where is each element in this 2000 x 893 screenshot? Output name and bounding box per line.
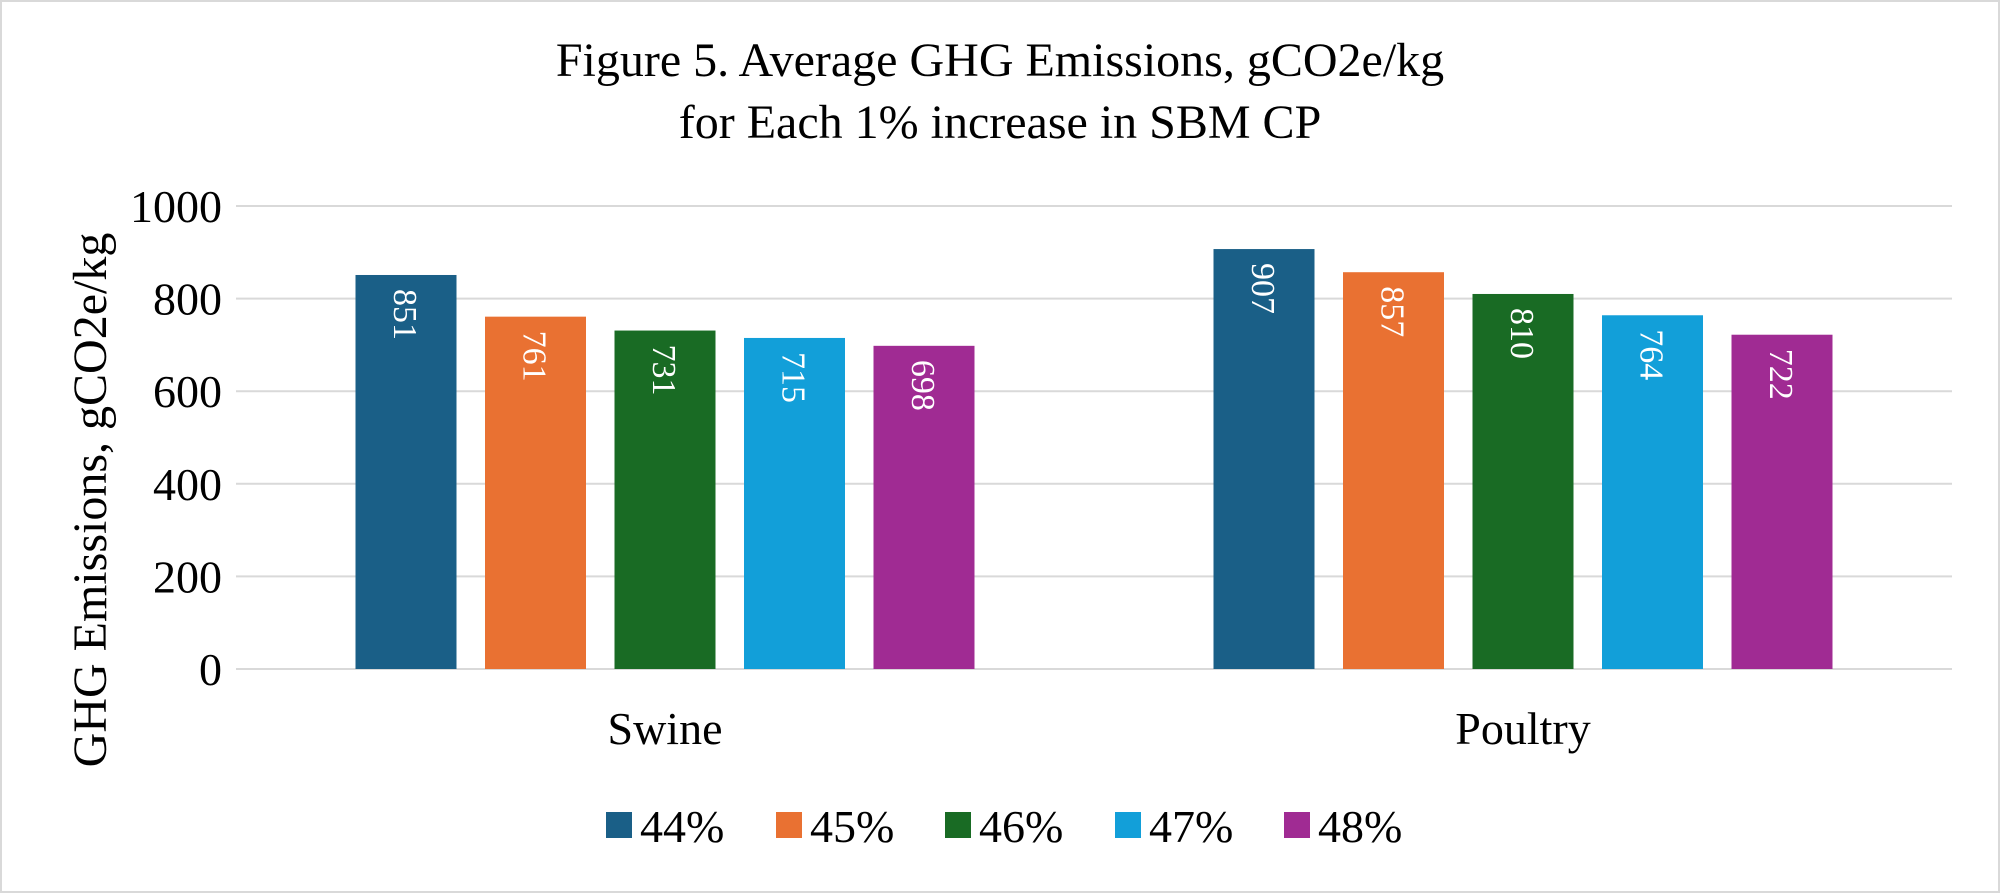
legend-label: 46% [979,801,1063,852]
data-label: 731 [645,345,682,396]
legend-label: 47% [1149,801,1233,852]
bar [1602,315,1703,669]
legend-label: 44% [640,801,724,852]
chart-title: Figure 5. Average GHG Emissions, gCO2e/k… [556,34,1444,87]
data-label: 698 [904,360,941,411]
bar [1472,293,1574,669]
y-tick-label: 800 [153,274,222,325]
data-label: 857 [1374,286,1411,337]
data-label: 764 [1633,329,1670,380]
category-labels: Swine Poultry [608,703,1591,754]
bar [1213,249,1315,669]
bars [355,249,1833,669]
bar [614,330,716,669]
y-tick-label: 400 [153,459,222,510]
data-label: 851 [386,289,423,340]
category-label: Swine [608,703,723,754]
data-label: 722 [1762,349,1799,400]
legend-swatch [945,812,971,838]
legend-swatch [606,812,632,838]
bar [744,337,845,669]
legend-label: 45% [810,801,894,852]
category-label: Poultry [1455,703,1590,754]
y-axis-ticks: 0 200 400 600 800 1000 [130,181,222,695]
bar [873,345,975,669]
data-label: 761 [516,331,553,382]
bar [1343,272,1444,669]
y-tick-label: 0 [199,644,222,695]
bar [355,274,457,669]
legend-swatch [776,812,802,838]
y-tick-label: 1000 [130,181,222,232]
data-labels: 851 761 731 715 698 907 857 810 764 722 [386,263,1799,411]
bar [1731,334,1833,669]
data-label: 907 [1244,263,1281,314]
y-tick-label: 600 [153,366,222,417]
y-axis-title: GHG Emissions, gCO2e/kg [64,233,117,768]
data-label: 715 [775,352,812,403]
chart-subtitle: for Each 1% increase in SBM CP [679,96,1322,149]
data-label: 810 [1503,308,1540,359]
legend-swatch [1284,812,1310,838]
legend-swatch [1115,812,1141,838]
y-tick-label: 200 [153,551,222,602]
legend-label: 48% [1318,801,1402,852]
legend: 44% 45% 46% 47% 48% [606,801,1402,852]
bar [485,316,586,669]
